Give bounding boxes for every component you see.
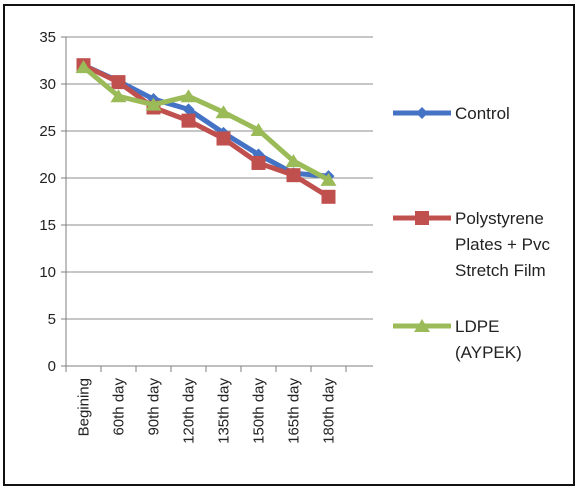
y-tick-label: 15 [39, 217, 56, 234]
data-point [215, 105, 232, 119]
y-tick-label: 0 [48, 358, 56, 375]
y-tick-label: 10 [39, 264, 56, 281]
data-point [250, 123, 267, 137]
series-group [75, 58, 337, 204]
legend-marker [415, 211, 429, 225]
data-point [181, 113, 196, 128]
series-line [81, 64, 331, 183]
x-tick-label: 120th day [181, 378, 198, 444]
y-axis-ticks: 0 5 10 15 20 25 30 35 [39, 29, 56, 375]
x-tick-label: 60th day [111, 378, 128, 436]
legend-label: LDPE (AYPEK) [455, 317, 522, 362]
data-point [321, 189, 336, 204]
x-tick-label: 135th day [216, 378, 233, 444]
y-tick-label: 25 [39, 123, 56, 140]
data-point [216, 131, 231, 146]
legend: Control Polystyrene Plates + Pvc Stretch Fi… [393, 104, 550, 362]
y-tick-label: 20 [39, 170, 56, 187]
data-point [320, 172, 337, 186]
data-point [180, 89, 197, 103]
data-point [75, 60, 92, 74]
x-tick-label: 90th day [146, 378, 163, 436]
legend-label-line: Plates + Pvc [455, 235, 550, 254]
data-point [110, 89, 127, 103]
data-point [251, 155, 266, 170]
legend-marker [414, 319, 430, 332]
x-tick-label: 150th day [251, 378, 268, 444]
legend-marker [416, 107, 428, 119]
legend-label-line: LDPE [455, 317, 499, 336]
legend-label-line: Polystyrene [455, 209, 544, 228]
x-tick-label: 180th day [321, 378, 338, 444]
data-point [111, 75, 126, 90]
x-tick-label: Begining [76, 378, 93, 436]
x-tick-label: 165th day [286, 378, 303, 444]
data-point [285, 154, 302, 168]
y-tick-label: 30 [39, 76, 56, 93]
legend-label: Polystyrene Plates + Pvc Stretch Film [455, 209, 550, 280]
legend-label-line: Control [455, 104, 510, 123]
axes [61, 36, 373, 372]
data-point [145, 97, 162, 111]
data-point [286, 168, 301, 183]
legend-label-line: Stretch Film [455, 261, 546, 280]
y-tick-label: 5 [48, 311, 56, 328]
x-axis-ticks: Begining 60th day 90th day 120th day 135th d… [76, 378, 338, 444]
data-point [182, 103, 195, 116]
y-tick-label: 35 [39, 29, 56, 46]
legend-label-line: (AYPEK) [455, 343, 522, 362]
legend-label: Control [455, 104, 510, 123]
